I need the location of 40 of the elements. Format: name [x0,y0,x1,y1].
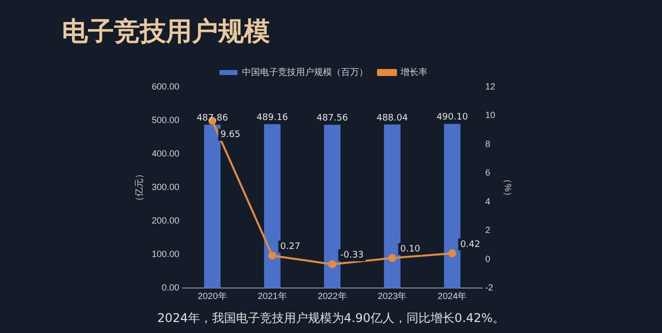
y2-tick-label: 2 [485,225,490,236]
y2-axis-title: （%） [503,174,514,201]
y-axis-title: （亿元） [134,170,144,206]
x-tick-label: 2024年 [438,291,467,302]
y-tick-label: 500.00 [152,115,180,126]
y-tick-label: 0.00 [162,282,180,293]
data-label: 0.27 [280,242,300,252]
data-label: 0.10 [400,244,421,254]
y-tick-label: 300.00 [152,182,180,192]
x-tick-label: 2021年 [258,291,287,302]
point [328,260,336,268]
y2-tick-label: -2 [485,282,494,293]
point [388,254,396,262]
y2-tick-label: 6 [485,168,490,178]
data-label: 490.10 [436,112,468,123]
x-tick-label: 2022年 [318,291,347,302]
data-label: 0.42 [460,240,480,250]
y-tick-label: 600.00 [152,81,180,92]
x-tick-label: 2020年 [198,291,227,302]
data-label: 488.04 [376,113,408,124]
data-label: 489.16 [256,113,288,124]
legend-label: 中国电子竞技用户规模（百万） [242,66,368,77]
point [268,252,276,260]
y-tick-label: 100.00 [152,249,180,260]
data-label: -0.33 [340,250,364,261]
data-label: 487.86 [196,113,228,124]
data-label: 487.56 [316,114,348,124]
x-tick-label: 2023年 [378,291,407,302]
data-label: 9.65 [220,130,240,140]
legend-label: 增长率 [400,66,428,77]
y2-tick-label: 0 [485,254,490,264]
y2-tick-label: 12 [485,81,496,92]
y2-tick-label: 10 [485,110,496,120]
point [448,249,456,258]
y2-tick-label: 8 [485,138,490,149]
text: 2024年，我国电子竞技用户规模为4.90亿人，同比增长0.42%。 [156,310,506,327]
y-tick-label: 400.00 [152,148,180,159]
y2-tick-label: 4 [485,196,490,206]
chart-title: 电子竞技用户规模 [62,16,270,49]
y-tick-label: 200.00 [152,216,180,226]
